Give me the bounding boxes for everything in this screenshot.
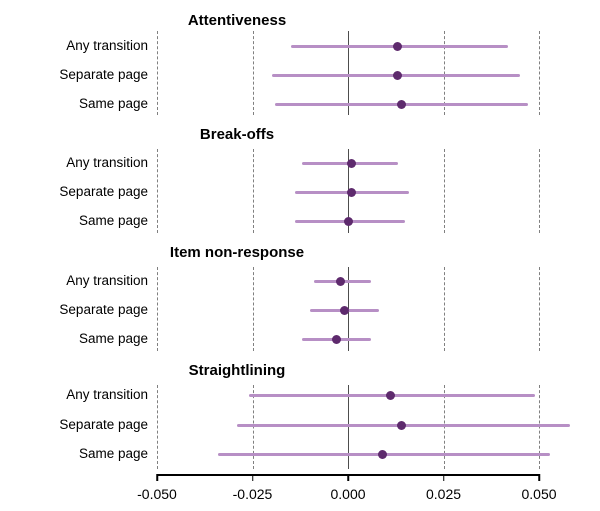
panel-gridlines [157, 385, 540, 469]
vertical-gridline [443, 385, 445, 469]
vertical-gridline [539, 31, 540, 115]
vertical-gridline [252, 149, 254, 233]
panel-title: Break-offs [199, 126, 275, 143]
point-estimate-marker [393, 41, 403, 51]
vertical-gridline [157, 385, 158, 469]
vertical-gridline [252, 267, 254, 351]
point-estimate-marker [396, 99, 406, 109]
zero-reference-line [348, 385, 349, 469]
point-estimate-marker [332, 334, 342, 344]
row-label: Same page [78, 446, 148, 461]
point-estimate-marker [339, 305, 349, 315]
vertical-gridline [157, 149, 158, 233]
row-label: Same page [78, 213, 148, 228]
x-axis-tick-label: 0.000 [330, 486, 366, 502]
vertical-gridline [539, 267, 540, 351]
vertical-gridline [157, 267, 158, 351]
vertical-gridline [443, 31, 445, 115]
point-estimate-marker [385, 390, 395, 400]
panel-title: Attentiveness [187, 12, 287, 29]
vertical-gridline [252, 31, 254, 115]
point-estimate-marker [347, 158, 357, 168]
x-axis-tick [156, 474, 158, 481]
row-label: Any transition [66, 273, 148, 288]
zero-reference-line [348, 31, 349, 115]
x-axis-tick [442, 474, 445, 481]
vertical-gridline [443, 267, 445, 351]
row-label: Separate page [59, 184, 148, 199]
point-estimate-marker [396, 420, 406, 430]
vertical-gridline [443, 149, 445, 233]
x-axis-tick-label: 0.050 [521, 486, 557, 502]
panel-title: Item non-response [169, 244, 305, 261]
panel-title: Straightlining [188, 362, 286, 379]
row-label: Any transition [66, 387, 148, 402]
point-estimate-marker [343, 216, 353, 226]
panel-gridlines [157, 31, 540, 115]
x-axis-tick [538, 474, 540, 481]
vertical-gridline [539, 385, 540, 469]
x-axis-tick-label: 0.025 [425, 486, 462, 502]
point-estimate-marker [347, 187, 357, 197]
x-axis-tick-label: -0.025 [232, 486, 273, 502]
point-estimate-marker [377, 449, 387, 459]
row-label: Separate page [59, 67, 148, 82]
point-estimate-marker [335, 276, 345, 286]
vertical-gridline [539, 149, 540, 233]
point-estimate-marker [393, 70, 403, 80]
row-label: Separate page [59, 302, 148, 317]
row-label: Any transition [66, 155, 148, 170]
x-axis-tick-label: -0.050 [137, 486, 177, 502]
row-label: Same page [78, 331, 148, 346]
row-label: Same page [78, 96, 148, 111]
row-label: Separate page [59, 417, 148, 432]
vertical-gridline [157, 31, 158, 115]
x-axis-tick [251, 474, 254, 481]
x-axis-tick [347, 474, 349, 481]
vertical-gridline [252, 385, 254, 469]
row-label: Any transition [66, 38, 148, 53]
